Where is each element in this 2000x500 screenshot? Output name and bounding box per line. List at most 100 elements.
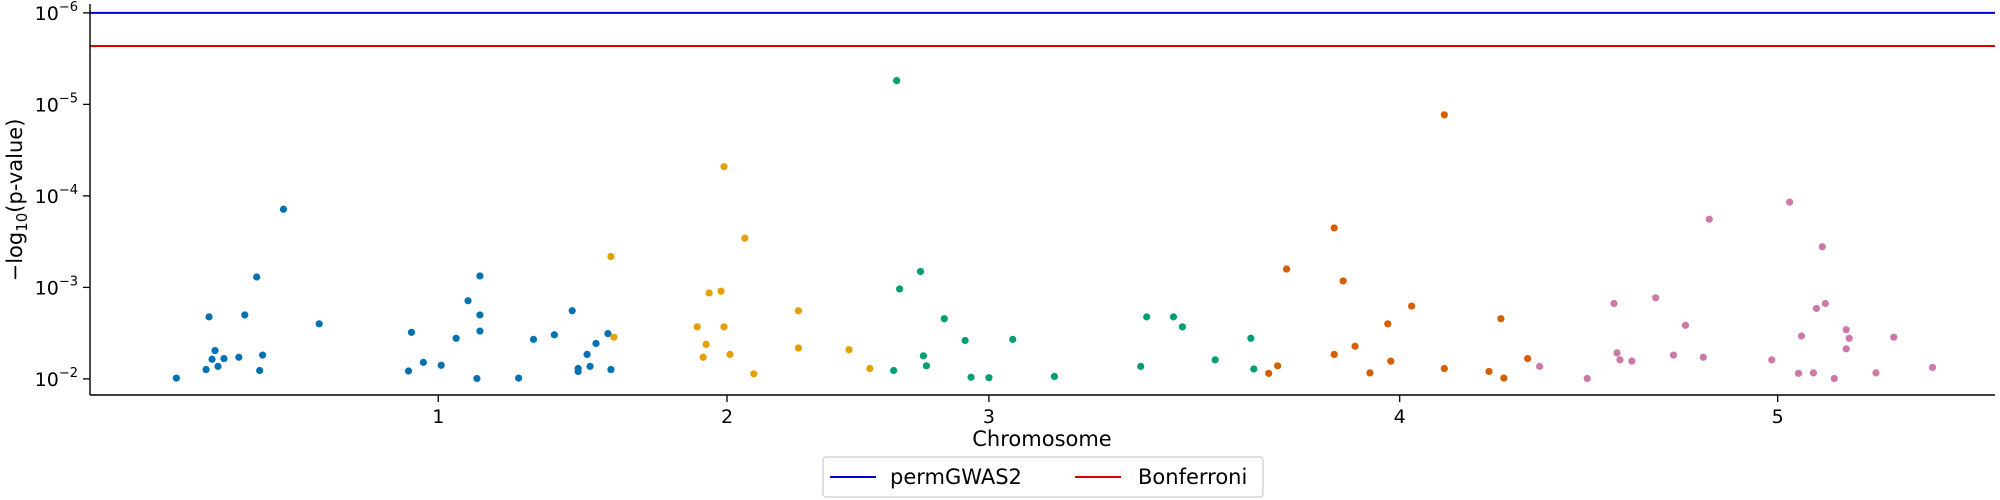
x-tick-label: 4 bbox=[1394, 406, 1406, 428]
snp-point bbox=[1497, 315, 1505, 323]
snp-point bbox=[464, 297, 472, 305]
snp-point bbox=[315, 320, 323, 328]
snp-point bbox=[592, 339, 600, 348]
x-tick-label: 1 bbox=[432, 406, 444, 428]
snp-point bbox=[419, 358, 427, 366]
snp-point bbox=[1583, 374, 1591, 383]
snp-point bbox=[1247, 334, 1255, 342]
snp-point bbox=[1143, 313, 1151, 321]
snp-point bbox=[1786, 198, 1794, 206]
snp-point bbox=[1830, 374, 1838, 383]
y-tick-label: 10−2 bbox=[35, 366, 78, 391]
x-tick-label: 3 bbox=[983, 406, 995, 428]
snp-point bbox=[404, 367, 413, 375]
snp-point bbox=[1440, 364, 1448, 373]
y-tick-label: 10−5 bbox=[35, 91, 78, 116]
snp-point bbox=[1387, 357, 1395, 365]
snp-point bbox=[702, 340, 710, 349]
snp-point bbox=[607, 252, 615, 261]
snp-point bbox=[919, 352, 928, 360]
snp-point bbox=[515, 374, 523, 382]
snp-point bbox=[574, 367, 582, 376]
snp-point bbox=[1339, 277, 1347, 285]
legend-label-permgwas2: permGWAS2 bbox=[890, 465, 1022, 489]
snp-point bbox=[720, 323, 728, 331]
snp-point bbox=[1652, 294, 1660, 302]
snp-point bbox=[220, 354, 228, 363]
snp-point bbox=[253, 273, 261, 281]
legend-frame bbox=[822, 456, 1264, 498]
snp-point bbox=[235, 353, 243, 361]
snp-point bbox=[916, 267, 925, 276]
snp-point bbox=[893, 77, 901, 85]
y-tick-label: 10−4 bbox=[35, 183, 78, 208]
snp-point bbox=[550, 331, 558, 339]
snp-point bbox=[473, 374, 481, 383]
snp-point bbox=[720, 163, 728, 171]
snp-point bbox=[1169, 313, 1178, 321]
snp-point bbox=[1705, 215, 1713, 223]
snp-point bbox=[890, 366, 898, 375]
snp-point bbox=[1809, 369, 1818, 377]
snp-point bbox=[1137, 362, 1145, 370]
snp-point bbox=[1610, 299, 1618, 308]
snp-point bbox=[476, 327, 484, 335]
snp-point bbox=[1845, 334, 1853, 342]
snp-point bbox=[726, 350, 734, 358]
snp-point bbox=[256, 366, 264, 375]
snp-point bbox=[1699, 353, 1707, 361]
snp-point bbox=[1282, 265, 1291, 273]
snp-point bbox=[586, 362, 594, 370]
snp-point bbox=[172, 374, 180, 382]
snp-point bbox=[1440, 111, 1448, 119]
snp-point bbox=[866, 364, 874, 373]
y-axis-title: −log10(p-value) bbox=[3, 119, 31, 282]
snp-point bbox=[407, 328, 416, 336]
snp-point bbox=[1524, 354, 1532, 363]
snp-point bbox=[1842, 345, 1850, 353]
snp-point bbox=[1681, 321, 1690, 329]
snp-point bbox=[1178, 323, 1186, 331]
snp-point bbox=[1797, 332, 1806, 340]
snp-point bbox=[1768, 356, 1776, 364]
snp-point bbox=[705, 289, 713, 297]
snp-point bbox=[1485, 367, 1493, 376]
snp-point bbox=[750, 370, 758, 378]
snp-point bbox=[845, 346, 853, 354]
snp-point bbox=[1616, 356, 1624, 364]
snp-point bbox=[985, 374, 993, 382]
snp-point bbox=[717, 287, 725, 295]
snp-point bbox=[1274, 362, 1282, 370]
snp-point bbox=[476, 311, 484, 319]
y-tick-label: 10−6 bbox=[35, 0, 78, 25]
legend-label-bonferroni: Bonferroni bbox=[1138, 465, 1247, 489]
snp-point bbox=[896, 285, 904, 293]
snp-point bbox=[1351, 342, 1359, 350]
y-tick-label: 10−3 bbox=[35, 274, 78, 299]
snp-point bbox=[961, 336, 969, 345]
snp-point bbox=[1265, 369, 1273, 377]
threshold-lines bbox=[90, 11, 1995, 47]
snp-point bbox=[1535, 362, 1544, 370]
snp-point bbox=[967, 373, 975, 381]
snp-point bbox=[529, 335, 538, 343]
snp-point bbox=[1384, 320, 1392, 328]
snp-point bbox=[1812, 304, 1821, 313]
snp-point bbox=[259, 351, 267, 359]
x-tick-label: 5 bbox=[1772, 406, 1784, 428]
snp-point bbox=[1872, 369, 1880, 377]
snp-point bbox=[476, 272, 484, 280]
snp-point bbox=[568, 307, 576, 315]
y-axis-ticks: 10−6 10−5 10−4 10−3 10−2 bbox=[35, 0, 90, 391]
snp-point bbox=[208, 355, 216, 363]
snp-point bbox=[1500, 374, 1508, 382]
snp-point bbox=[604, 330, 612, 338]
snp-point bbox=[1928, 363, 1937, 372]
snp-point bbox=[1669, 351, 1678, 359]
snp-point bbox=[699, 353, 707, 361]
snp-point bbox=[1211, 356, 1219, 364]
snp-point bbox=[214, 362, 222, 370]
snp-point bbox=[1818, 243, 1826, 251]
snp-point bbox=[607, 365, 615, 374]
